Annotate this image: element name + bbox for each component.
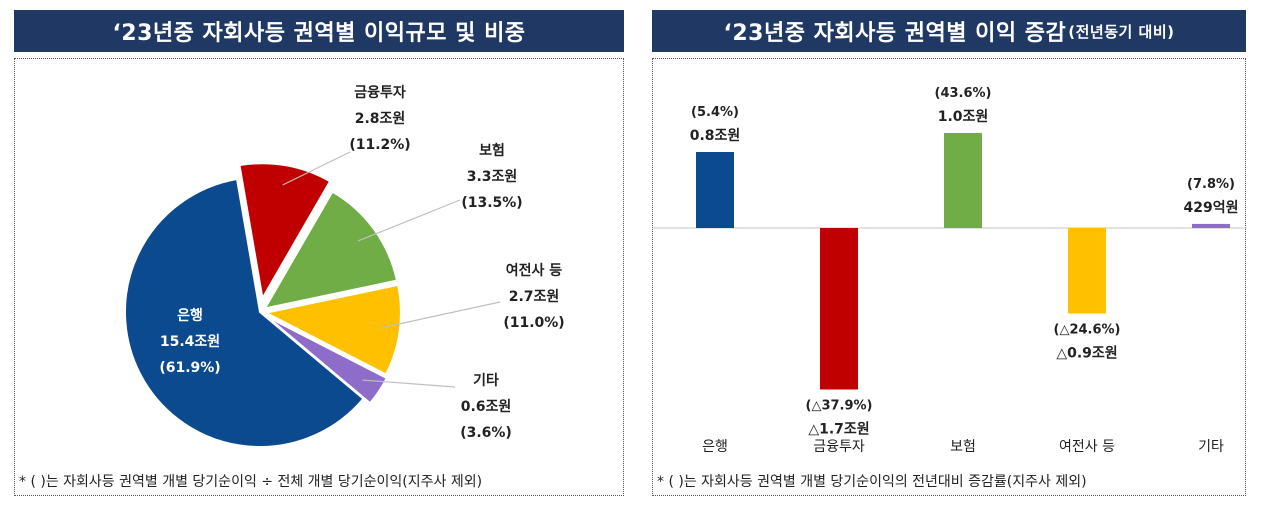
pie-title: ‘23년중 자회사등 권역별 이익규모 및 비중 <box>14 10 624 52</box>
pie-panel: ‘23년중 자회사등 권역별 이익규모 및 비중 은행 15.4조원 (61.9%)… <box>14 0 624 500</box>
pie-label-share: (61.9%) <box>159 360 220 376</box>
pie-label-name: 은행 <box>177 308 203 324</box>
bar-label-amount: △0.9조원 <box>1056 346 1117 362</box>
pie-label-amount: 3.3조원 <box>467 169 518 185</box>
pie-leader-line <box>379 301 501 329</box>
bar-label-pct: (5.4%) <box>691 105 739 120</box>
pie-label-amount: 2.8조원 <box>355 111 406 127</box>
pie-label-name: 금융투자 <box>354 85 406 101</box>
bar-label-pct: (△37.9%) <box>806 399 873 414</box>
bar-label-amount: △1.7조원 <box>808 422 869 438</box>
bar-4 <box>1068 228 1106 314</box>
bar-label-amount: 1.0조원 <box>938 109 989 125</box>
bar-category-label: 금융투자 <box>813 439 865 455</box>
pie-label-share: (3.6%) <box>460 425 512 441</box>
pie-leader-line <box>357 199 461 242</box>
pie-slice <box>124 177 365 448</box>
bar-title-suffix: (전년동기 대비) <box>1068 22 1175 41</box>
bar-3 <box>944 133 982 228</box>
bar-label-pct: (7.8%) <box>1187 177 1235 192</box>
pie-label-amount: 0.6조원 <box>461 399 512 415</box>
bar-1 <box>696 152 734 228</box>
bar-title-main: ‘23년중 자회사등 권역별 이익 증감 <box>723 21 1067 46</box>
bar-category-label: 보험 <box>950 439 976 455</box>
pie-footnote: * ( )는 자회사등 권역별 개별 당기순이익 ÷ 전체 개별 당기순이익(지… <box>19 474 483 490</box>
pie-label-name: 기타 <box>473 373 499 389</box>
pie-label-name: 보험 <box>479 142 505 159</box>
pie-label-share: (13.5%) <box>461 195 522 211</box>
pie-leader-line <box>362 379 456 388</box>
pie-slice <box>238 162 332 302</box>
pie-leader-line <box>282 151 351 186</box>
pie-slice <box>266 315 389 405</box>
pie-label-amount: 2.7조원 <box>509 289 560 305</box>
bar-label-amount: 429억원 <box>1184 200 1239 216</box>
bar-2 <box>820 228 858 390</box>
pie-chart: 은행 15.4조원 (61.9%) 금융투자 2.8조원 (11.2%) 보험 3.3조원 (1… <box>124 85 565 448</box>
bar-panel: ‘23년중 자회사등 권역별 이익 증감 (전년동기 대비) (5.4%) 0.8… <box>652 0 1256 500</box>
bar-label-pct: (△24.6%) <box>1054 323 1121 338</box>
pie-frame: 은행 15.4조원 (61.9%) 금융투자 2.8조원 (11.2%) 보험 3.3조원 (1… <box>14 58 624 496</box>
bar-category-label: 여전사 등 <box>1059 439 1115 455</box>
bar-footnote: * ( )는 자회사등 권역별 개별 당기순이익의 전년대비 증감률(지주사 제… <box>657 474 1087 490</box>
pie-label-name: 여전사 등 <box>506 262 563 279</box>
bar-title: ‘23년중 자회사등 권역별 이익 증감 (전년동기 대비) <box>652 10 1246 52</box>
pie-slice <box>262 283 402 376</box>
bar-category-label: 은행 <box>702 439 728 455</box>
pie-label-amount: 15.4조원 <box>160 334 220 350</box>
pie-label-share: (11.0%) <box>503 315 564 331</box>
pie-label-share: (11.2%) <box>349 137 410 153</box>
bar-label-amount: 0.8조원 <box>690 128 741 144</box>
bar-5 <box>1192 223 1230 228</box>
pie-slice <box>262 190 399 310</box>
bar-label-pct: (43.6%) <box>935 86 992 101</box>
bar-category-label: 기타 <box>1198 439 1224 455</box>
